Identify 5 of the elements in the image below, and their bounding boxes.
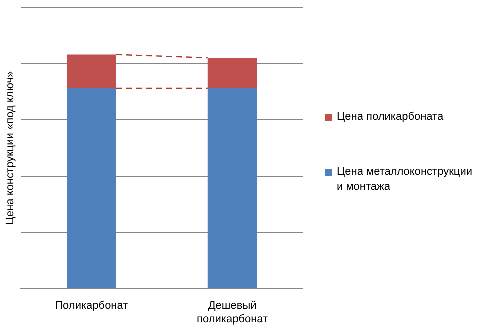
- x-tick-label: Поликарбонат: [55, 300, 128, 312]
- y-axis-title: Цена конструкции «под ключ»: [4, 71, 17, 226]
- legend-label: Цена металлоконструкции и монтажа: [337, 165, 474, 195]
- x-tick-label: Дешевый поликарбонат: [197, 300, 268, 326]
- legend-label: Цена поликарбоната: [337, 110, 444, 125]
